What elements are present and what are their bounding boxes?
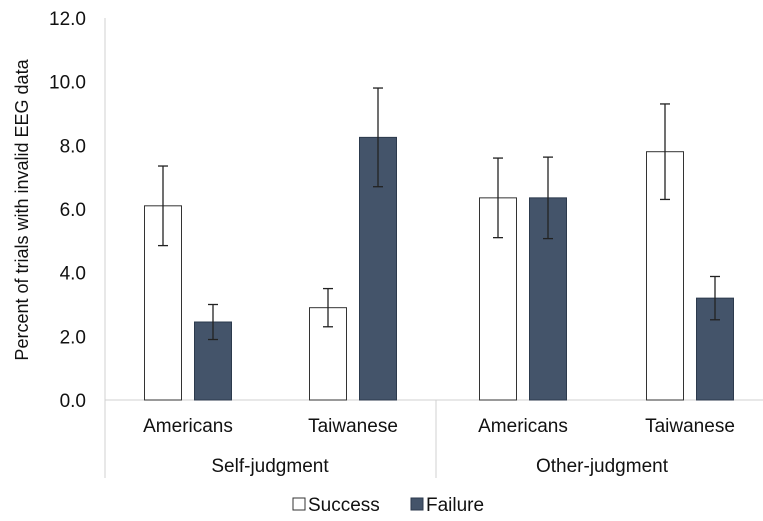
y-tick-label: 4.0 (60, 264, 86, 285)
legend-label-success: Success (308, 495, 380, 516)
y-axis-label: Percent of trials with invalid EEG data (12, 58, 32, 360)
error-bars (158, 87, 720, 341)
y-tick-label: 8.0 (60, 136, 86, 157)
category-label: Americans (143, 416, 233, 437)
group-labels: Self-judgment Other-judgment (211, 456, 668, 477)
y-tick-labels: 0.0 2.0 4.0 6.0 8.0 10.0 12.0 (49, 9, 86, 412)
category-labels: Americans Taiwanese Americans Taiwanese (143, 416, 735, 437)
y-tick-label: 6.0 (60, 200, 86, 221)
category-label: Taiwanese (645, 416, 735, 437)
category-label: Americans (478, 416, 568, 437)
group-label: Self-judgment (211, 456, 329, 477)
legend-label-failure: Failure (426, 495, 484, 516)
bars (144, 136, 734, 401)
legend: Success Failure (292, 495, 484, 516)
y-tick-label: 10.0 (49, 73, 86, 94)
y-tick-label: 2.0 (60, 327, 86, 348)
y-tick-label: 12.0 (49, 9, 86, 30)
y-tick-label: 0.0 (60, 391, 86, 412)
legend-swatch-success (292, 497, 306, 511)
category-label: Taiwanese (308, 416, 398, 437)
group-label: Other-judgment (536, 456, 669, 477)
legend-swatch-failure (410, 497, 424, 511)
